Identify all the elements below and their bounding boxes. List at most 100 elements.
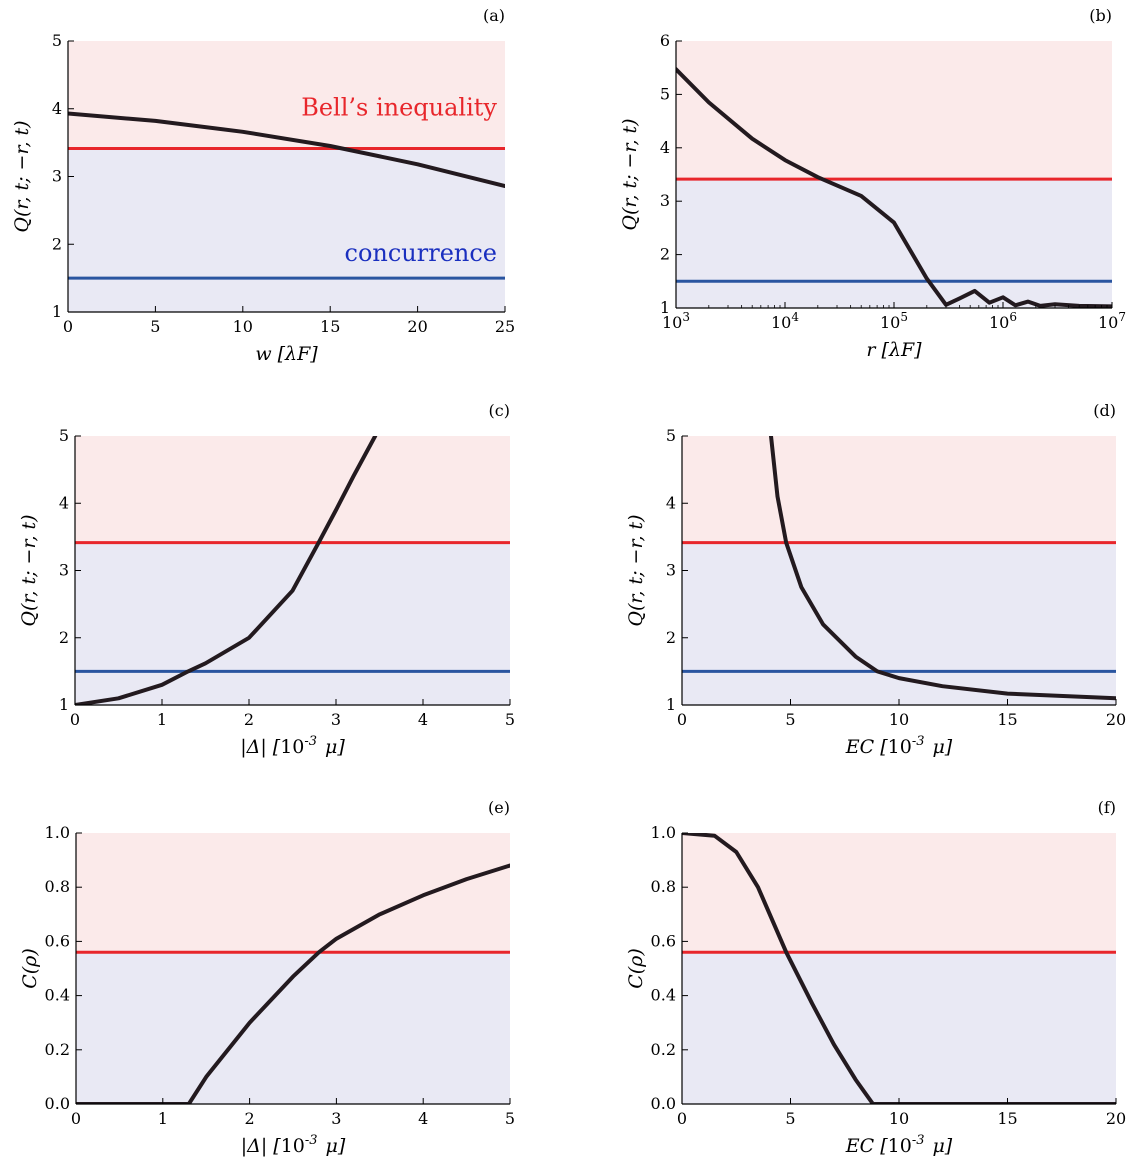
y-tick-label: 2 bbox=[59, 628, 69, 647]
panel-label: (b) bbox=[1089, 6, 1112, 25]
y-tick-label: 5 bbox=[666, 426, 676, 445]
x-tick-label: 3 bbox=[331, 1109, 341, 1128]
x-axis-label: EC [10-3 μ] bbox=[845, 734, 953, 758]
x-tick-label: 5 bbox=[505, 1109, 515, 1128]
y-tick-label: 0.2 bbox=[651, 1040, 676, 1059]
shaded-region bbox=[676, 41, 1112, 180]
shaded-region bbox=[76, 833, 510, 953]
x-tick-label: 0 bbox=[677, 1109, 687, 1128]
y-axis-label: Q(r, t; −r, t) bbox=[619, 118, 641, 230]
panel-label: (a) bbox=[483, 6, 505, 25]
x-tick-label: 5 bbox=[150, 317, 160, 336]
x-tick-label: 5 bbox=[505, 710, 515, 729]
x-tick-label: 20 bbox=[1106, 710, 1126, 729]
y-axis-label: C(ρ) bbox=[19, 948, 41, 989]
y-tick-label: 2 bbox=[660, 245, 670, 264]
panel-label: (d) bbox=[1093, 401, 1116, 420]
annotation-text: Bell’s inequality bbox=[301, 94, 497, 122]
x-tick-label: 15 bbox=[997, 710, 1017, 729]
y-tick-label: 4 bbox=[660, 138, 670, 157]
x-tick-label: 25 bbox=[495, 317, 515, 336]
x-axis-label: w [λF] bbox=[255, 343, 318, 365]
panel-label: (f) bbox=[1098, 798, 1116, 817]
chart-panel: 0 5 10 15 20 25 1 2 3 4 5 (a) w [λF] Q(r, t; −r, t) Be… bbox=[11, 6, 515, 365]
y-tick-label: 5 bbox=[660, 84, 670, 103]
shaded-region bbox=[68, 41, 505, 149]
y-tick-label: 0.0 bbox=[651, 1094, 676, 1113]
y-tick-label: 0.8 bbox=[651, 877, 676, 896]
data-curve bbox=[75, 436, 378, 705]
panel-label: (c) bbox=[489, 401, 510, 420]
y-tick-label: 0.6 bbox=[45, 931, 70, 950]
annotation-text: concurrence bbox=[345, 239, 498, 267]
shaded-region bbox=[676, 179, 1112, 308]
data-curve bbox=[68, 111, 505, 188]
shaded-region bbox=[682, 952, 1116, 1104]
y-tick-label: 4 bbox=[59, 493, 69, 512]
x-tick-label: 107 bbox=[1098, 310, 1126, 332]
x-tick-label: 1 bbox=[158, 1109, 168, 1128]
x-tick-label: 10 bbox=[889, 710, 909, 729]
shaded-region bbox=[682, 436, 1116, 543]
shaded-region bbox=[682, 833, 1116, 953]
y-tick-label: 4 bbox=[666, 493, 676, 512]
x-tick-label: 15 bbox=[320, 317, 340, 336]
y-tick-label: 0.6 bbox=[651, 931, 676, 950]
x-tick-label: 1 bbox=[157, 710, 167, 729]
y-tick-label: 2 bbox=[52, 234, 62, 253]
x-tick-label: 105 bbox=[880, 310, 908, 332]
x-tick-label: 0 bbox=[63, 317, 73, 336]
y-tick-label: 1 bbox=[59, 695, 69, 714]
x-tick-label: 4 bbox=[418, 710, 428, 729]
y-axis-label: Q(r, t; −r, t) bbox=[11, 120, 33, 232]
x-axis-label: |Δ| [10-3 μ] bbox=[241, 1133, 346, 1157]
y-tick-label: 3 bbox=[52, 167, 62, 186]
y-tick-label: 0.8 bbox=[45, 877, 70, 896]
y-tick-label: 1 bbox=[52, 302, 62, 321]
chart-panel: 0 5 10 15 20 0.0 0.2 0.4 0.6 0.8 1.0 (f) EC [10-3 μ]… bbox=[625, 798, 1126, 1157]
y-tick-label: 0.4 bbox=[651, 986, 676, 1005]
x-tick-label: 10 bbox=[889, 1109, 909, 1128]
x-axis-label: EC [10-3 μ] bbox=[845, 1133, 953, 1157]
x-tick-label: 4 bbox=[418, 1109, 428, 1128]
shaded-region bbox=[75, 436, 510, 543]
x-tick-label: 104 bbox=[771, 310, 799, 332]
chart-panel: 0 5 10 15 20 1 2 3 4 5 (d) EC [10-3 μ] Q(r, t; −r, t… bbox=[625, 401, 1126, 758]
y-axis-label: C(ρ) bbox=[625, 948, 647, 989]
y-tick-label: 0.2 bbox=[45, 1040, 70, 1059]
y-tick-label: 6 bbox=[660, 31, 670, 50]
shaded-region bbox=[75, 542, 510, 705]
chart-panel: 103 104 105 106 107 1 2 3 4 5 6 (b) r [λF] Q(r, t; −r… bbox=[619, 6, 1126, 361]
y-axis-label: Q(r, t; −r, t) bbox=[625, 514, 647, 626]
x-tick-label: 106 bbox=[989, 310, 1017, 332]
x-tick-label: 0 bbox=[70, 710, 80, 729]
x-tick-label: 103 bbox=[662, 310, 690, 332]
y-tick-label: 0.4 bbox=[45, 986, 70, 1005]
x-tick-label: 20 bbox=[407, 317, 427, 336]
chart-panel: 0 1 2 3 4 5 0.0 0.2 0.4 0.6 0.8 1.0 (e) |Δ| [10-3 μ] C… bbox=[19, 798, 515, 1157]
y-tick-label: 0.0 bbox=[45, 1094, 70, 1113]
y-tick-label: 2 bbox=[666, 628, 676, 647]
x-tick-label: 2 bbox=[244, 710, 254, 729]
panel-label: (e) bbox=[488, 798, 510, 817]
x-tick-label: 5 bbox=[785, 710, 795, 729]
shaded-region bbox=[68, 148, 505, 312]
y-tick-label: 3 bbox=[660, 191, 670, 210]
x-tick-label: 15 bbox=[997, 1109, 1017, 1128]
y-tick-label: 5 bbox=[52, 31, 62, 50]
data-curve bbox=[76, 863, 510, 1104]
y-axis-label: Q(r, t; −r, t) bbox=[18, 514, 40, 626]
data-curve bbox=[676, 67, 1112, 308]
x-tick-label: 20 bbox=[1106, 1109, 1126, 1128]
x-tick-label: 10 bbox=[233, 317, 253, 336]
y-tick-label: 5 bbox=[59, 426, 69, 445]
x-tick-label: 2 bbox=[245, 1109, 255, 1128]
y-tick-label: 4 bbox=[52, 99, 62, 118]
data-curve bbox=[682, 833, 1116, 1104]
x-axis-label: |Δ| [10-3 μ] bbox=[240, 734, 345, 758]
x-tick-label: 0 bbox=[677, 710, 687, 729]
y-tick-label: 3 bbox=[666, 561, 676, 580]
data-curve bbox=[769, 436, 1116, 701]
